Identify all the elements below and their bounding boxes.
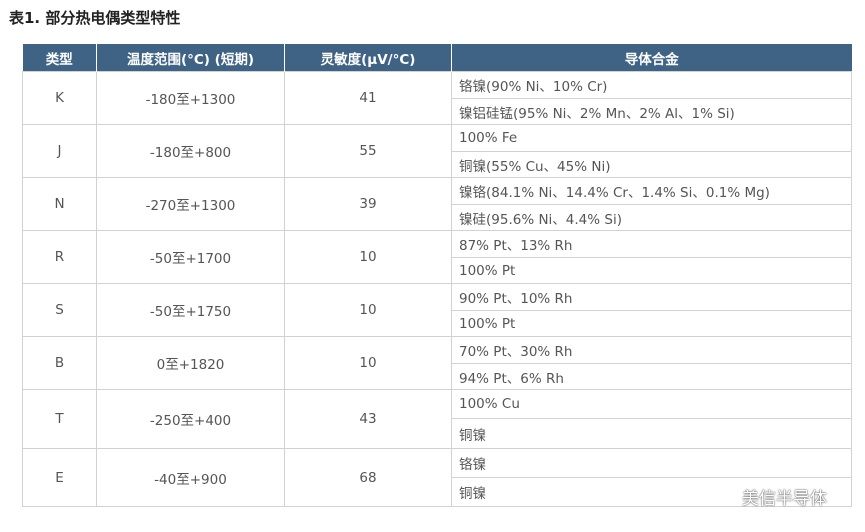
alloy-cell: 镍铝硅锰(95% Ni、2% Mn、2% Al、1% Si) xyxy=(451,98,852,125)
table-row: 铜镍 xyxy=(23,418,852,449)
table-row: S -50至+1750 10 90% Pt、10% Rh xyxy=(22,283,852,337)
sensitivity-cell: 10 xyxy=(284,336,452,390)
table-row: N -270至+1300 39 镍铬(84.1% Ni、14.4% Cr、1.4… xyxy=(22,177,852,231)
table-caption: 表1. 部分热电偶类型特性 xyxy=(9,9,181,27)
alloy-cell: 90% Pt、10% Rh xyxy=(451,283,852,311)
watermark: 美信半导体 xyxy=(712,484,827,509)
table-row: T -250至+400 43 100% Cu xyxy=(22,389,852,449)
table-row: 100% Pt xyxy=(23,257,852,284)
sensitivity-cell: 41 xyxy=(284,71,452,125)
type-cell: N xyxy=(22,177,97,231)
header-type: 类型 xyxy=(22,44,97,72)
alloy-cell: 铜镍 xyxy=(451,477,852,507)
sensitivity-cell: 43 xyxy=(284,389,452,449)
table-row: R -50至+1700 10 87% Pt、13% Rh xyxy=(22,230,852,284)
alloy-cell: 94% Pt、6% Rh xyxy=(451,363,852,390)
type-cell: S xyxy=(22,283,97,337)
table-row: 镍铝硅锰(95% Ni、2% Mn、2% Al、1% Si) xyxy=(23,98,852,125)
sensitivity-cell: 55 xyxy=(284,124,452,178)
alloy-cell: 铬镍(90% Ni、10% Cr) xyxy=(451,71,852,99)
table-row: 铜镍 xyxy=(23,477,852,507)
type-cell: T xyxy=(22,389,97,449)
alloy-cell: 87% Pt、13% Rh xyxy=(451,230,852,258)
table-row: J -180至+800 55 100% Fe xyxy=(22,124,852,178)
alloy-cell: 铬镍 xyxy=(451,448,852,478)
table-row: 铜镍(55% Cu、45% Ni) xyxy=(23,151,852,178)
range-cell: -250至+400 xyxy=(96,389,285,449)
type-cell: B xyxy=(22,336,97,390)
type-cell: J xyxy=(22,124,97,178)
range-cell: -50至+1750 xyxy=(96,283,285,337)
wechat-icon xyxy=(712,487,736,507)
type-cell: R xyxy=(22,230,97,284)
range-cell: -50至+1700 xyxy=(96,230,285,284)
sensitivity-cell: 39 xyxy=(284,177,452,231)
table-row: B 0至+1820 10 70% Pt、30% Rh xyxy=(22,336,852,390)
alloy-cell: 100% Pt xyxy=(451,257,852,284)
header-conductor-alloy: 导体合金 xyxy=(451,44,852,72)
type-cell: E xyxy=(22,448,97,507)
table-row: K -180至+1300 41 铬镍(90% Ni、10% Cr) xyxy=(22,71,852,125)
range-cell: -180至+1300 xyxy=(96,71,285,125)
header-sensitivity: 灵敏度(μV/°C) xyxy=(284,44,452,72)
alloy-cell: 100% Fe xyxy=(451,124,852,152)
header-temperature-range: 温度范围(°C) (短期) xyxy=(96,44,285,72)
table-header-row: 类型 温度范围(°C) (短期) 灵敏度(μV/°C) 导体合金 xyxy=(22,44,852,72)
alloy-cell: 100% Pt xyxy=(451,310,852,337)
alloy-cell: 镍硅(95.6% Ni、4.4% Si) xyxy=(451,204,852,231)
thermocouple-table: 类型 温度范围(°C) (短期) 灵敏度(μV/°C) 导体合金 K -180至… xyxy=(22,44,852,507)
table-row: 94% Pt、6% Rh xyxy=(23,363,852,390)
range-cell: -180至+800 xyxy=(96,124,285,178)
range-cell: 0至+1820 xyxy=(96,336,285,390)
type-cell: K xyxy=(22,71,97,125)
range-cell: -270至+1300 xyxy=(96,177,285,231)
alloy-cell: 镍铬(84.1% Ni、14.4% Cr、1.4% Si、0.1% Mg) xyxy=(451,177,852,205)
range-cell: -40至+900 xyxy=(96,448,285,507)
alloy-cell: 铜镍(55% Cu、45% Ni) xyxy=(451,151,852,178)
sensitivity-cell: 10 xyxy=(284,283,452,337)
sensitivity-cell: 68 xyxy=(284,448,452,507)
table-row: E -40至+900 68 铬镍 xyxy=(22,448,852,507)
alloy-cell: 铜镍 xyxy=(451,418,852,449)
alloy-cell: 70% Pt、30% Rh xyxy=(451,336,852,364)
alloy-cell: 100% Cu xyxy=(451,389,852,419)
watermark-text: 美信半导体 xyxy=(742,489,827,509)
sensitivity-cell: 10 xyxy=(284,230,452,284)
